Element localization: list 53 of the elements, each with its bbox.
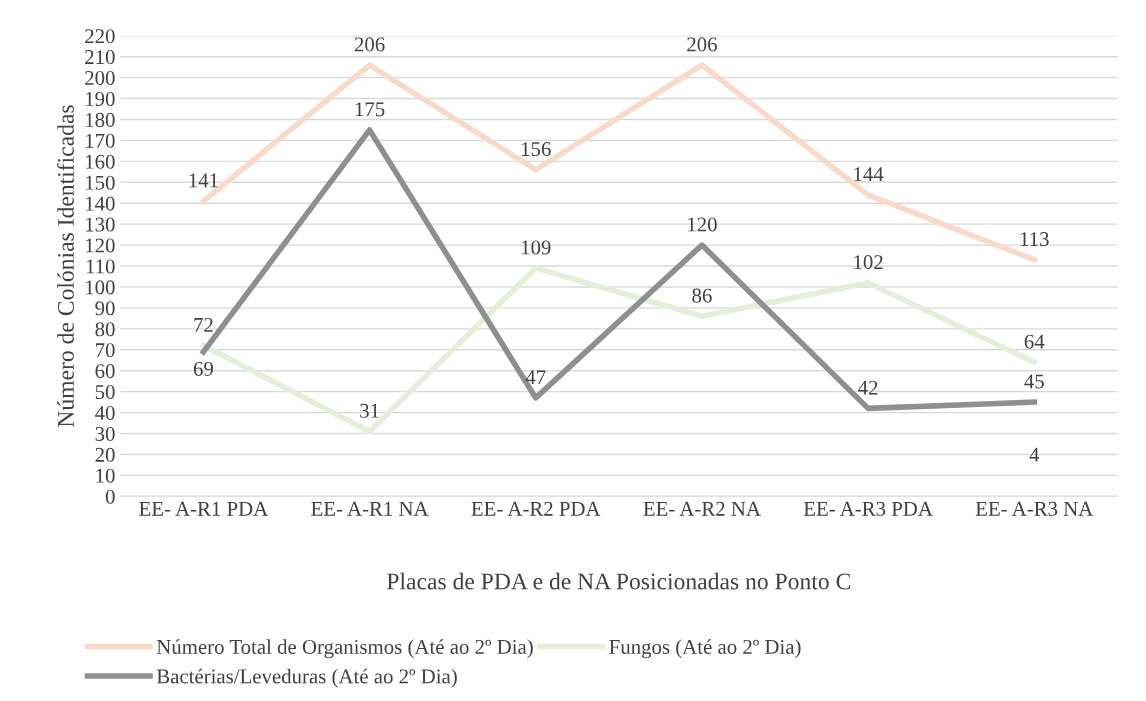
y-tick-label: 220	[85, 29, 115, 44]
y-tick-label: 160	[86, 154, 115, 169]
y-tick-label: 190	[86, 91, 115, 106]
data-label: 47	[525, 370, 546, 385]
data-label: 141	[189, 173, 218, 188]
y-tick-label: 0	[105, 489, 115, 504]
x-axis-title: Placas de PDA e de NA Posicionadas no Ponto C	[387, 572, 851, 590]
y-tick-label: 180	[86, 112, 115, 127]
y-tick-label: 100	[86, 280, 115, 295]
data-label: 31	[360, 403, 379, 418]
x-tick-label: EE- A-R3 NA	[975, 501, 1094, 516]
data-label: 113	[1020, 232, 1049, 247]
data-label: 86	[692, 288, 712, 303]
x-tick-label: EE- A-R2 NA	[643, 501, 761, 516]
data-label: 102	[854, 255, 883, 270]
data-label: 72	[194, 317, 213, 332]
x-tick-label: EE- A-R1 NA	[311, 501, 429, 516]
data-label: 69	[193, 361, 213, 376]
y-tick-label: 150	[86, 175, 115, 190]
y-tick-label: 170	[86, 133, 115, 148]
data-label: 206	[354, 37, 385, 52]
y-tick-label: 70	[96, 343, 115, 358]
data-label: 45	[1024, 374, 1044, 389]
legend-label: Número Total de Organismos (Até ao 2º Dia)	[156, 639, 533, 659]
y-tick-label: 120	[86, 238, 115, 253]
data-label: 156	[521, 142, 551, 157]
data-label: 120	[688, 217, 717, 232]
data-label: 64	[1024, 334, 1045, 349]
data-label: 206	[687, 37, 717, 52]
y-tick-label: 200	[85, 70, 115, 86]
data-label: 42	[858, 380, 878, 395]
y-tick-label: 80	[95, 322, 115, 337]
y-tick-label: 50	[95, 385, 115, 400]
y-tick-label: 30	[95, 426, 115, 441]
annotation: 4	[1029, 447, 1040, 462]
y-tick-label: 210	[85, 50, 115, 65]
x-tick-label: EE- A-R1 PDA	[139, 501, 269, 516]
y-tick-label: 90	[95, 301, 115, 316]
data-label: 175	[355, 102, 385, 117]
y-axis-title: Número de Colónias Identificadas	[57, 105, 74, 427]
y-tick-label: 10	[96, 468, 115, 483]
data-label: 144	[854, 167, 884, 182]
y-tick-label: 40	[95, 405, 115, 420]
y-tick-label: 20	[95, 447, 115, 462]
y-tick-label: 130	[86, 217, 115, 232]
y-tick-label: 140	[86, 196, 115, 211]
x-tick-label: EE- A-R2 PDA	[471, 501, 601, 516]
y-tick-label: 110	[86, 259, 115, 274]
data-label: 109	[521, 240, 551, 255]
legend-label: Bactérias/Leveduras (Até ao 2º Dia)	[156, 668, 457, 688]
y-tick-label: 60	[95, 364, 115, 379]
x-tick-label: EE- A-R3 PDA	[803, 501, 933, 516]
legend-label: Fungos (Até ao 2º Dia)	[609, 639, 801, 659]
